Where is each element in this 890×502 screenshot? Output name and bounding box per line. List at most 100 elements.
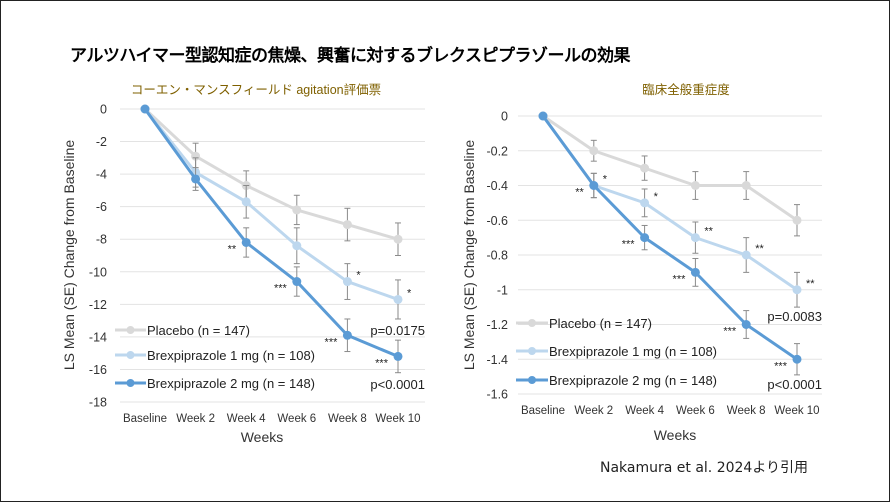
x-axis-label: Weeks bbox=[241, 429, 284, 445]
series-line bbox=[143, 107, 399, 241]
legend-label: Brexpiprazole 2 mg (n = 148) bbox=[147, 376, 315, 391]
data-point bbox=[792, 354, 802, 364]
x-tick-label: Week 8 bbox=[328, 413, 367, 425]
y-tick-label: -0.4 bbox=[486, 179, 508, 193]
data-point bbox=[393, 294, 403, 304]
significance-marker: *** bbox=[325, 336, 339, 348]
series-line bbox=[143, 108, 399, 301]
significance-marker: * bbox=[603, 174, 608, 186]
data-point bbox=[792, 285, 802, 295]
legend-marker bbox=[528, 376, 536, 384]
series-3 bbox=[538, 111, 802, 376]
significance-marker: *** bbox=[774, 360, 788, 372]
data-point bbox=[241, 197, 251, 207]
data-point bbox=[640, 198, 650, 208]
data-point bbox=[690, 181, 700, 190]
legend-label: Brexpiprazole 1 mg (n = 108) bbox=[147, 348, 315, 363]
data-point bbox=[140, 104, 150, 114]
data-point bbox=[589, 146, 599, 156]
p-value-label: p<0.0001 bbox=[767, 377, 822, 392]
significance-marker: * bbox=[654, 191, 659, 203]
data-point bbox=[393, 234, 403, 244]
legend-label: Brexpiprazole 1 mg (n = 108) bbox=[549, 344, 717, 359]
p-value-label: p=0.0083 bbox=[767, 309, 822, 324]
data-point bbox=[589, 181, 599, 190]
data-point bbox=[741, 250, 751, 260]
significance-marker: *** bbox=[622, 239, 636, 251]
chart-subtitle: コーエン・マンスフィールド agitation評価票 bbox=[131, 82, 381, 97]
legend-marker bbox=[126, 351, 135, 359]
significance-marker: *** bbox=[274, 283, 288, 295]
series-1 bbox=[140, 104, 403, 256]
significance-marker: ** bbox=[228, 243, 237, 255]
y-tick-label: -0.8 bbox=[486, 249, 508, 263]
data-point bbox=[690, 233, 700, 243]
data-point bbox=[690, 267, 700, 277]
significance-marker: ** bbox=[575, 187, 584, 199]
y-tick-label: -4 bbox=[96, 168, 107, 182]
data-point bbox=[292, 205, 302, 215]
series-line bbox=[541, 115, 798, 361]
y-tick-label: -18 bbox=[89, 396, 107, 410]
y-tick-label: -0.6 bbox=[486, 214, 508, 228]
x-tick-label: Week 10 bbox=[375, 413, 420, 425]
data-point bbox=[792, 215, 802, 225]
y-tick-label: -1.6 bbox=[486, 388, 508, 402]
y-tick-label: 0 bbox=[501, 110, 508, 124]
legend-marker bbox=[126, 326, 135, 334]
y-tick-label: -10 bbox=[89, 265, 107, 279]
x-tick-label: Week 2 bbox=[176, 413, 215, 425]
x-tick-label: Week 4 bbox=[625, 405, 664, 417]
p-value-label: p=0.0175 bbox=[370, 323, 425, 338]
series-2 bbox=[140, 104, 403, 320]
legend-label: Placebo (n = 147) bbox=[549, 316, 652, 331]
series-3 bbox=[140, 104, 403, 374]
data-point bbox=[640, 233, 650, 243]
series-line bbox=[143, 108, 399, 358]
data-point bbox=[538, 111, 548, 121]
y-tick-label: -6 bbox=[96, 200, 107, 214]
significance-marker: ** bbox=[806, 278, 815, 290]
data-point bbox=[741, 320, 751, 329]
data-point bbox=[342, 330, 352, 340]
y-tick-label: -2 bbox=[96, 135, 107, 149]
legend-marker bbox=[126, 379, 135, 387]
data-point bbox=[292, 241, 302, 251]
significance-marker: * bbox=[356, 270, 361, 282]
x-tick-label: Week 6 bbox=[277, 413, 316, 425]
y-tick-label: -14 bbox=[89, 330, 107, 344]
series-1 bbox=[538, 111, 802, 237]
legend-label: Placebo (n = 147) bbox=[147, 323, 250, 338]
data-point bbox=[191, 174, 201, 184]
x-tick-label: Week 6 bbox=[676, 405, 715, 417]
y-tick-label: -12 bbox=[89, 298, 107, 312]
legend-label: Brexpiprazole 2 mg (n = 148) bbox=[549, 373, 717, 388]
data-point bbox=[640, 163, 650, 173]
data-point bbox=[292, 277, 302, 287]
y-tick-label: -16 bbox=[89, 363, 107, 377]
data-point bbox=[191, 151, 201, 161]
x-tick-label: Week 4 bbox=[227, 413, 266, 425]
x-tick-label: Week 2 bbox=[574, 405, 613, 417]
data-point bbox=[342, 277, 352, 287]
chart-2: 臨床全般重症度 0 -0.2 -0.4 -0.6 -0.8 -1 -1.2 -1.4 -1.6 Ba… bbox=[461, 82, 822, 443]
x-tick-label: Baseline bbox=[123, 413, 167, 425]
data-point bbox=[741, 181, 751, 190]
data-point bbox=[241, 237, 251, 247]
y-tick-label: -1.2 bbox=[486, 318, 508, 332]
series-line bbox=[542, 114, 798, 222]
significance-marker: * bbox=[407, 287, 412, 299]
x-tick-label: Baseline bbox=[521, 405, 565, 417]
y-axis-label: LS Mean (SE) Change from Baseline bbox=[61, 140, 77, 371]
p-value-label: p<0.0001 bbox=[370, 377, 425, 392]
x-tick-label: Week 8 bbox=[727, 405, 766, 417]
significance-marker: *** bbox=[673, 273, 687, 285]
y-tick-label: -8 bbox=[96, 233, 107, 247]
data-point bbox=[342, 220, 352, 230]
y-tick-label: 0 bbox=[100, 103, 107, 117]
significance-marker: *** bbox=[375, 357, 389, 369]
y-tick-label: -1 bbox=[497, 283, 508, 297]
legend-marker bbox=[528, 347, 536, 355]
chart-subtitle: 臨床全般重症度 bbox=[642, 82, 730, 97]
